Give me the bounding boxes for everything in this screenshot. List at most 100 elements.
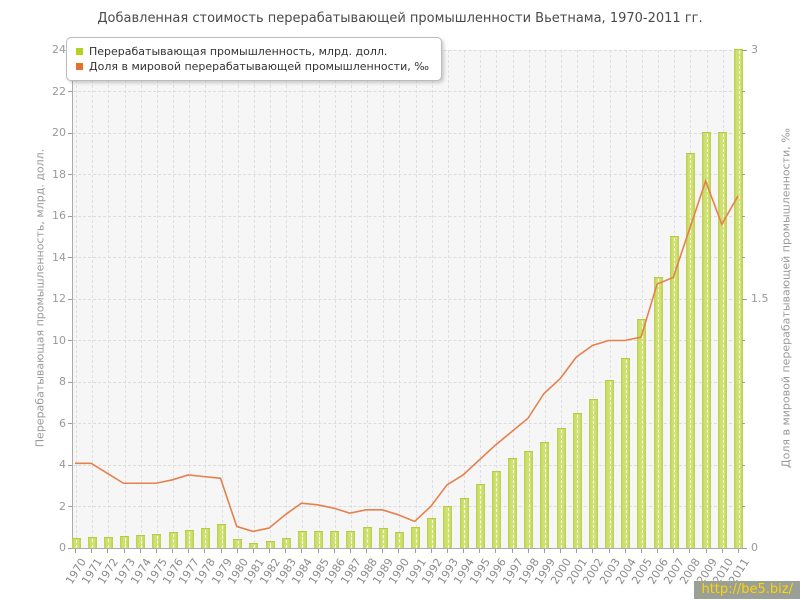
bar [87,537,97,548]
y-tick-label-right: 3 [751,43,758,56]
bar-highlight [464,500,466,548]
x-tickmark [366,549,368,553]
v-gridline [156,50,158,548]
v-gridline [512,50,514,548]
x-tickmark [495,549,497,553]
v-gridline [140,50,142,548]
v-gridline [593,50,595,548]
y-tick-label-left: 0 [59,541,66,554]
v-gridline [431,50,433,548]
x-tickmark [640,549,642,553]
v-gridline [480,50,482,548]
y-tick-label-left: 6 [59,416,66,430]
bar-highlight [706,134,708,548]
v-gridline [544,50,546,548]
watermark-link[interactable]: http://be5.biz/ [694,581,800,599]
bar-highlight [528,452,530,548]
v-gridline [205,50,207,548]
bar [669,235,679,548]
y-tickmark-right [742,91,745,92]
bar-highlight [512,459,514,548]
y-tickmark-left [68,423,72,424]
y-tickmark-right [742,298,747,300]
bar-highlight [431,519,433,548]
x-tickmark [398,549,400,553]
v-gridline [124,50,126,548]
x-tickmark [123,549,125,553]
bar [346,531,356,548]
y-tickmark-left [68,547,72,549]
y-tickmark-left [68,381,72,383]
v-gridline [415,50,417,548]
bar [734,49,744,548]
x-tickmark [560,549,562,553]
y-tick-label-left: 8 [59,375,66,388]
bar [588,398,598,548]
v-gridline [561,50,563,548]
y-tickmark-left [68,464,72,466]
h-gridline [73,340,742,341]
bar-highlight [237,540,239,548]
h-gridline [73,257,742,258]
v-gridline [108,50,110,548]
h-gridline [73,91,742,92]
bar-highlight [690,154,692,548]
y-tickmark-right [742,506,745,507]
x-tickmark [414,549,416,553]
bar [702,132,712,548]
x-tickmark [592,549,594,553]
h-gridline [73,215,742,217]
bar [265,540,275,548]
bar-highlight [722,134,724,548]
v-gridline [399,50,401,548]
bar-highlight [609,381,611,548]
y-tickmark-left [68,215,72,217]
bar [394,532,404,548]
bar-highlight [447,507,449,548]
y-tick-label-right: 0 [751,541,758,554]
bar [443,505,453,548]
bar [71,537,81,548]
bar-highlight [544,444,546,548]
x-tickmark [301,549,303,553]
bar [524,450,534,548]
h-gridline [73,464,742,466]
v-gridline [318,50,320,548]
bar-highlight [173,534,175,548]
x-tickmark [139,549,141,553]
bar-highlight [383,530,385,548]
v-gridline [625,50,627,548]
v-gridline [350,50,352,548]
bar-highlight [480,485,482,548]
v-gridline [577,50,579,548]
x-tickmark [511,549,513,553]
bar-highlight [189,532,191,548]
y-tickmark-right [742,174,745,175]
bar [621,358,631,548]
bar [685,152,695,548]
v-gridline [76,50,77,548]
bar-highlight [156,535,158,548]
v-gridline [528,50,530,548]
share-line [75,178,739,533]
x-tickmark [543,549,545,553]
h-gridline [73,174,742,175]
v-gridline [367,50,369,548]
x-tickmark [657,549,659,553]
bar-highlight [302,533,304,548]
bar-highlight [318,533,320,548]
bar [411,527,421,548]
bar [637,318,647,548]
x-tickmark [463,549,465,553]
y-tickmark-right [742,464,745,466]
h-gridline [73,132,742,134]
x-tickmark [107,549,109,553]
y-tick-label-left: 10 [52,333,66,347]
plot-area [71,49,744,549]
legend-item-bars: Перерабатывающая промышленность, млрд. д… [76,44,429,59]
bar [427,517,437,548]
y-tick-label-left: 18 [52,167,66,181]
bar-highlight [334,532,336,548]
